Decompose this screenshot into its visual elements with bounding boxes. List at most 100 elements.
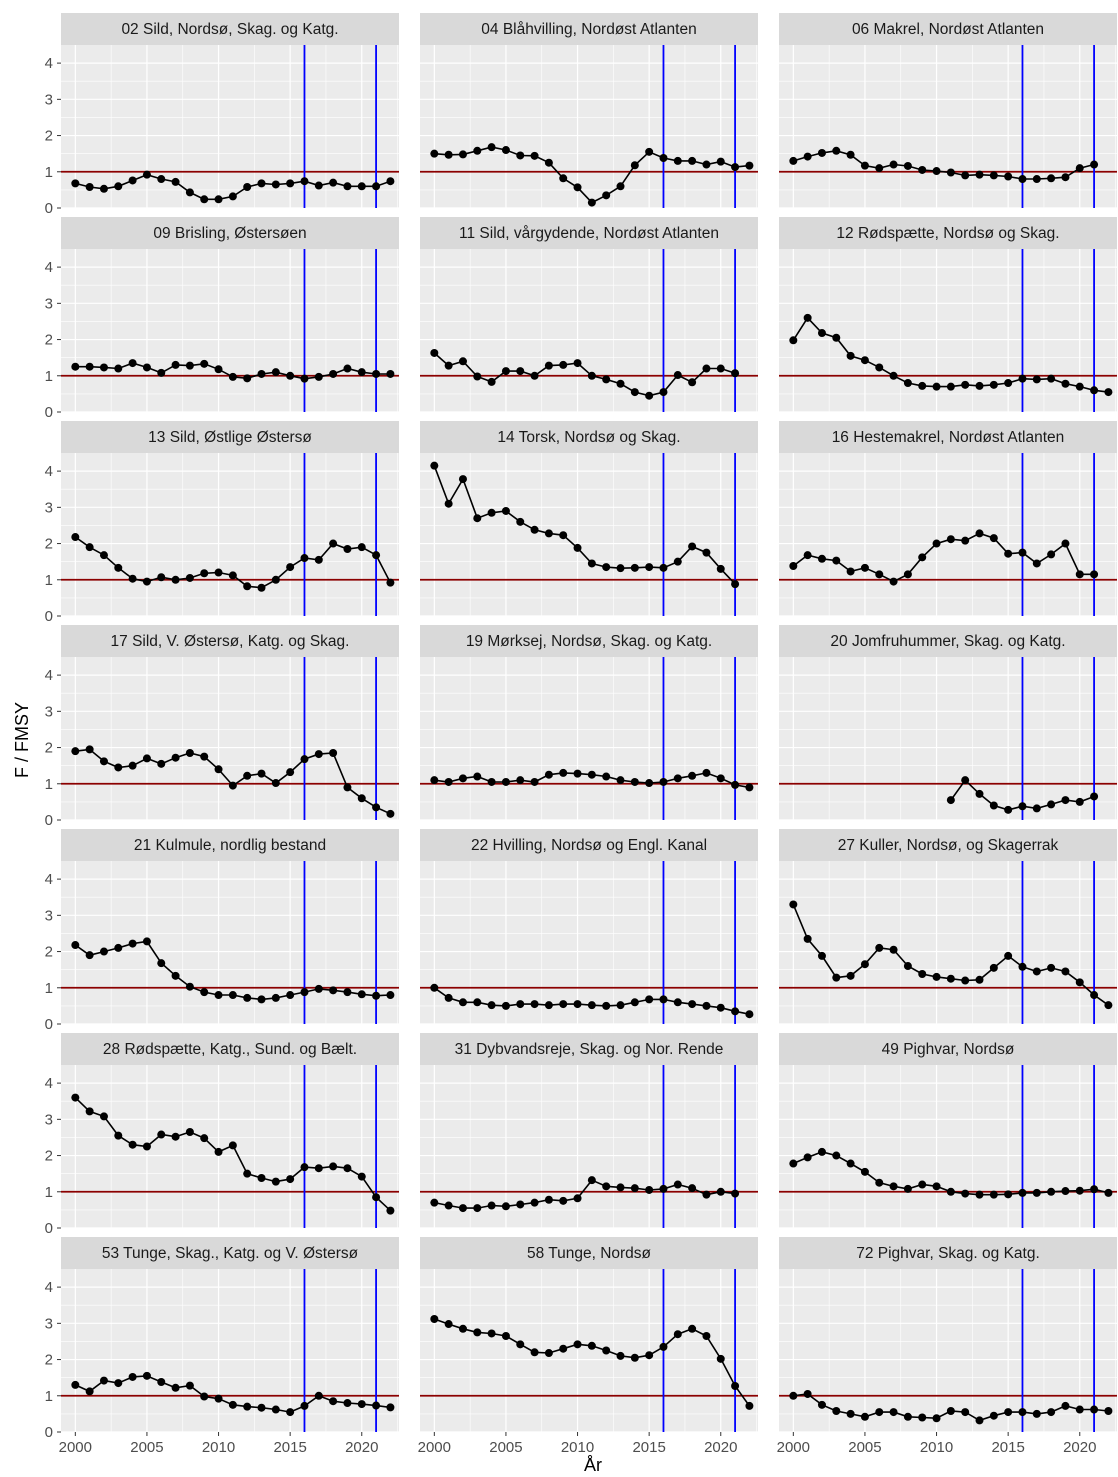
data-point <box>832 1151 841 1160</box>
data-point <box>530 1198 539 1207</box>
data-point <box>1090 386 1099 395</box>
data-point <box>85 1387 94 1396</box>
facet-strip-title: 58 Tunge, Nordsø <box>527 1245 652 1262</box>
facet-panel: 19 Mørksej, Nordsø, Skag. og Katg. <box>420 625 758 821</box>
data-point <box>1047 174 1056 183</box>
data-point <box>702 364 711 373</box>
data-point <box>975 975 984 984</box>
data-point <box>903 1412 912 1421</box>
data-point <box>444 150 453 159</box>
series-line <box>434 1179 736 1209</box>
y-tick-label: 1 <box>45 1184 53 1201</box>
x-tick-label: 2020 <box>704 1439 737 1456</box>
data-point <box>386 809 395 818</box>
data-point <box>343 783 352 792</box>
data-point <box>559 360 568 369</box>
facet-strip <box>420 829 758 861</box>
data-point <box>157 368 166 377</box>
data-point <box>1075 978 1084 987</box>
data-point <box>702 1001 711 1010</box>
data-point <box>530 1348 539 1357</box>
data-point <box>1018 374 1027 383</box>
data-point <box>932 167 941 176</box>
data-point <box>716 157 725 166</box>
data-point <box>343 364 352 373</box>
data-point <box>271 993 280 1002</box>
data-point <box>185 748 194 757</box>
data-point <box>875 363 884 372</box>
data-point <box>587 371 596 380</box>
data-point <box>645 1351 654 1360</box>
data-point <box>99 184 108 193</box>
data-point <box>530 525 539 534</box>
data-point <box>372 1193 381 1202</box>
x-tick-label: 2020 <box>345 1439 378 1456</box>
data-point <box>932 382 941 391</box>
data-point <box>516 151 525 160</box>
data-point <box>961 1408 970 1417</box>
data-point <box>1061 967 1070 976</box>
data-point <box>587 1176 596 1185</box>
data-point <box>487 508 496 517</box>
data-point <box>142 937 151 946</box>
data-point <box>860 1167 869 1176</box>
data-point <box>430 983 439 992</box>
facet-strip <box>420 421 758 453</box>
facet-panel: 06 Makrel, Nordøst Atlanten <box>779 13 1117 209</box>
y-tick-label: 2 <box>45 1148 53 1165</box>
data-point <box>357 368 366 377</box>
data-point <box>343 988 352 997</box>
facet-plot-area <box>420 45 758 208</box>
data-point <box>1047 800 1056 809</box>
data-point <box>200 195 209 204</box>
facet-panel: 27 Kuller, Nordsø, og Skagerrak <box>779 829 1117 1025</box>
data-point <box>473 372 482 381</box>
facet-strip <box>420 625 758 657</box>
data-point <box>329 178 338 187</box>
data-point <box>602 191 611 200</box>
data-point <box>989 534 998 543</box>
data-point <box>444 777 453 786</box>
data-point <box>789 900 798 909</box>
data-point <box>228 571 237 580</box>
data-point <box>573 543 582 552</box>
data-point <box>71 362 80 371</box>
data-point <box>71 533 80 542</box>
facet-strip-title: 49 Pighvar, Nordsø <box>882 1041 1015 1058</box>
data-point <box>573 359 582 368</box>
y-axis-title: F / FMSY <box>12 702 32 778</box>
data-point <box>1061 1187 1070 1196</box>
data-point <box>659 1184 668 1193</box>
data-point <box>501 367 510 376</box>
facet-strip <box>61 13 399 45</box>
data-point <box>630 998 639 1007</box>
data-point <box>817 329 826 338</box>
data-point <box>200 1134 209 1143</box>
data-point <box>300 1401 309 1410</box>
data-point <box>1018 962 1027 971</box>
y-tick-label: 2 <box>45 740 53 757</box>
data-point <box>185 1381 194 1390</box>
data-point <box>99 947 108 956</box>
data-point <box>516 1000 525 1009</box>
data-point <box>860 161 869 170</box>
data-point <box>444 993 453 1002</box>
y-tick-label: 1 <box>45 776 53 793</box>
data-point <box>544 1195 553 1204</box>
data-point <box>357 182 366 191</box>
data-point <box>487 377 496 386</box>
data-point <box>200 1392 209 1401</box>
data-point <box>487 1001 496 1010</box>
data-point <box>458 774 467 783</box>
facet-plot-area <box>779 1065 1117 1228</box>
data-point <box>659 388 668 397</box>
data-point <box>501 777 510 786</box>
data-point <box>228 372 237 381</box>
data-point <box>946 974 955 983</box>
data-point <box>961 380 970 389</box>
data-point <box>329 1162 338 1171</box>
series-line <box>433 465 736 585</box>
x-tick-label: 2020 <box>1063 1439 1096 1456</box>
data-point <box>1104 1406 1113 1415</box>
data-point <box>602 1346 611 1355</box>
